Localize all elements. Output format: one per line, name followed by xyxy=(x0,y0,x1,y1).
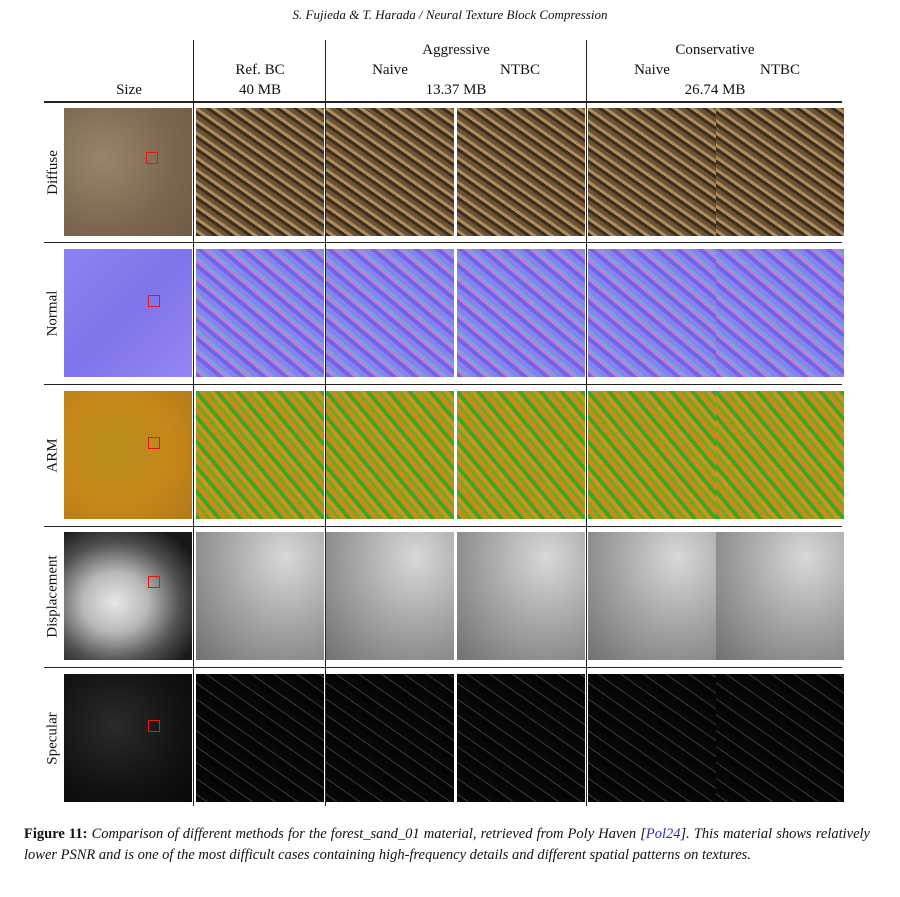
displacement-size-tile xyxy=(64,532,192,660)
header-aggressive: Aggressive xyxy=(422,42,490,58)
column-divider xyxy=(193,40,194,806)
region-marker xyxy=(148,295,160,307)
specular-ref-bc-tile xyxy=(196,674,324,802)
row-label-diffuse: Diffuse xyxy=(44,149,61,195)
column-divider xyxy=(325,40,326,806)
row-label-normal: Normal xyxy=(44,290,61,336)
specular-conservative-ntbc-tile xyxy=(716,674,844,802)
diffuse-aggressive-naive-tile xyxy=(326,108,454,236)
diffuse-conservative-naive-tile xyxy=(588,108,716,236)
specular-aggressive-ntbc-tile xyxy=(457,674,585,802)
normal-aggressive-ntbc-tile xyxy=(457,249,585,377)
header-conservative-size: 26.74 MB xyxy=(684,82,746,98)
row-divider xyxy=(44,667,842,668)
header-rule xyxy=(44,101,842,103)
specular-size-tile xyxy=(64,674,192,802)
arm-conservative-ntbc-tile xyxy=(716,391,844,519)
diffuse-size-tile xyxy=(64,108,192,236)
displacement-aggressive-naive-tile xyxy=(326,532,454,660)
header-ref-bc: Ref. BC xyxy=(235,62,285,78)
normal-aggressive-naive-tile xyxy=(326,249,454,377)
specular-aggressive-naive-tile xyxy=(326,674,454,802)
header-conservative-naive: Naive xyxy=(634,62,670,78)
header-aggressive-size: 13.37 MB xyxy=(425,82,487,98)
displacement-ref-bc-tile xyxy=(196,532,324,660)
figure-caption: Figure 11: Comparison of different metho… xyxy=(24,824,870,866)
column-divider xyxy=(586,40,587,806)
normal-size-tile xyxy=(64,249,192,377)
row-label-displacement: Displacement xyxy=(44,554,61,638)
header-aggressive-ntbc: NTBC xyxy=(499,62,540,78)
displacement-aggressive-ntbc-tile xyxy=(457,532,585,660)
diffuse-ref-bc-tile xyxy=(196,108,324,236)
diffuse-conservative-ntbc-tile xyxy=(716,108,844,236)
arm-ref-bc-tile xyxy=(196,391,324,519)
normal-conservative-ntbc-tile xyxy=(716,249,844,377)
header-conservative-ntbc: NTBC xyxy=(759,62,800,78)
region-marker xyxy=(148,437,160,449)
header-aggressive-naive: Naive xyxy=(372,62,408,78)
citation-link[interactable]: Pol24 xyxy=(645,826,681,842)
specular-conservative-naive-tile xyxy=(588,674,716,802)
header-size-label: Size xyxy=(116,82,142,98)
displacement-conservative-naive-tile xyxy=(588,532,716,660)
normal-ref-bc-tile xyxy=(196,249,324,377)
region-marker xyxy=(146,152,158,164)
normal-conservative-naive-tile xyxy=(588,249,716,377)
displacement-conservative-ntbc-tile xyxy=(716,532,844,660)
caption-text-1: Comparison of different methods for the … xyxy=(91,826,646,842)
arm-aggressive-ntbc-tile xyxy=(457,391,585,519)
caption-text-2: ]. This material shows relatively lower … xyxy=(24,826,870,863)
row-divider xyxy=(44,384,842,385)
arm-conservative-naive-tile xyxy=(588,391,716,519)
row-label-arm: ARM xyxy=(44,437,61,473)
figure-label: Figure 11: xyxy=(24,826,88,842)
region-marker xyxy=(148,720,160,732)
arm-size-tile xyxy=(64,391,192,519)
arm-aggressive-naive-tile xyxy=(326,391,454,519)
diffuse-aggressive-ntbc-tile xyxy=(457,108,585,236)
running-head: S. Fujieda & T. Harada / Neural Texture … xyxy=(292,7,608,22)
row-label-specular: Specular xyxy=(44,711,61,765)
row-divider xyxy=(44,242,842,243)
header-conservative: Conservative xyxy=(675,42,755,58)
region-marker xyxy=(148,576,160,588)
row-divider xyxy=(44,526,842,527)
header-ref-size: 40 MB xyxy=(238,82,282,98)
